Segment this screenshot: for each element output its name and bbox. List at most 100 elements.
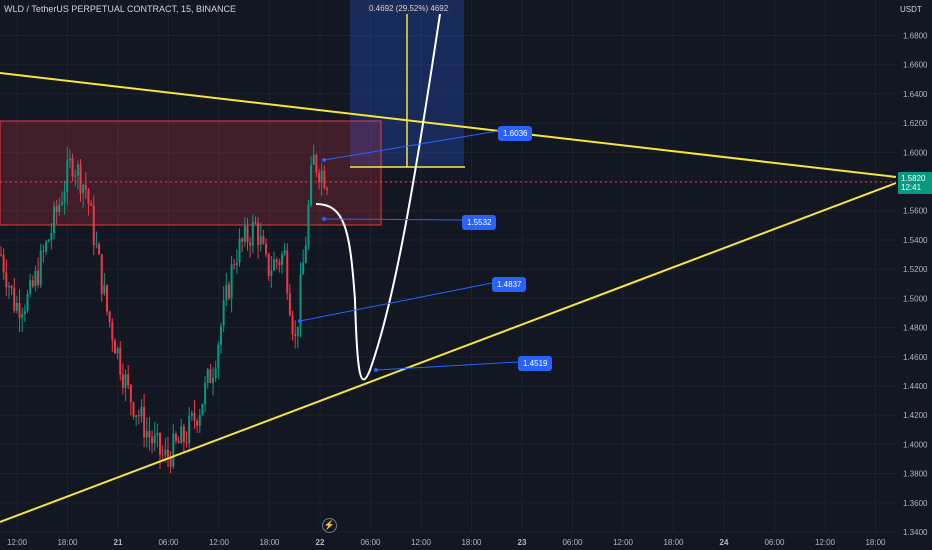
y-tick-label: 1.6400 [903, 90, 928, 99]
y-tick-label: 1.3800 [903, 470, 928, 479]
candle-body [299, 274, 302, 327]
candle-body [127, 374, 130, 385]
candle-body [111, 322, 114, 341]
y-tick-label: 1.3400 [903, 528, 928, 537]
candle-body [259, 236, 262, 245]
x-tick-label: 06:00 [562, 538, 583, 547]
candle-body [227, 284, 230, 299]
y-tick-label: 1.5400 [903, 236, 928, 245]
candle-body [302, 262, 305, 275]
y-tick-label: 1.3600 [903, 499, 928, 508]
candle-body [5, 272, 8, 288]
y-tick-label: 1.6800 [903, 32, 928, 41]
candle-body [74, 175, 77, 177]
y-tick-label: 1.5000 [903, 294, 928, 303]
supply-zone [0, 120, 382, 226]
x-tick-label: 18:00 [663, 538, 684, 547]
candle-body [172, 433, 175, 467]
candle-body [95, 244, 98, 246]
candle-body [278, 262, 281, 265]
x-tick-label: 18:00 [865, 538, 886, 547]
x-tick-label: 22 [316, 538, 325, 547]
upper-trendline[interactable] [0, 72, 897, 178]
candle-body [323, 170, 326, 189]
candle-body [82, 184, 85, 194]
candle-body [243, 226, 246, 242]
candle-body [291, 315, 294, 335]
candle-body [106, 285, 109, 312]
callout-1[interactable]: 1.6036 [498, 126, 533, 141]
candle-body [238, 238, 241, 263]
candle-body [249, 242, 252, 246]
candle-body [39, 250, 42, 285]
x-tick-label: 06:00 [158, 538, 179, 547]
candle-body [296, 326, 299, 336]
candle-body [50, 232, 53, 241]
price-axis: 1.68001.66001.64001.62001.60001.58001.56… [896, 0, 932, 550]
x-tick-label: 21 [114, 538, 123, 547]
candle-body [119, 347, 122, 375]
candle-body [137, 415, 140, 417]
candle-body [29, 280, 32, 294]
candle-body [129, 384, 132, 403]
candle-body [182, 426, 185, 443]
candle-body [84, 184, 87, 190]
candle-body [58, 204, 61, 212]
callout-2[interactable]: 1.5532 [462, 215, 497, 230]
last-price-value: 1.5820 [901, 174, 926, 183]
callout-connector [323, 218, 463, 221]
candle-body [18, 302, 21, 318]
candle-body [169, 456, 172, 467]
candle-body [275, 259, 278, 263]
candle-body [280, 254, 283, 265]
callout-anchor-dot [298, 319, 302, 323]
candle-body [148, 430, 151, 438]
candle-body [312, 155, 315, 165]
candle-body [87, 189, 90, 204]
x-tick-label: 12:00 [7, 538, 28, 547]
currency-label[interactable]: USDT [900, 5, 922, 14]
candle-body [53, 206, 56, 233]
lower-trendline[interactable] [0, 182, 897, 523]
grid [0, 0, 896, 533]
callout-3[interactable]: 1.4837 [492, 277, 527, 292]
x-tick-label: 06:00 [764, 538, 785, 547]
x-tick-label: 18:00 [461, 538, 482, 547]
candle-body [283, 250, 286, 255]
candle-body [246, 226, 249, 243]
x-tick-label: 24 [720, 538, 729, 547]
callout-connectors [298, 130, 519, 372]
candle-body [217, 344, 220, 369]
candle-body [92, 205, 95, 246]
candle-body [21, 314, 24, 318]
lightning-icon[interactable]: ⚡ [322, 518, 337, 533]
candle-body [151, 437, 154, 444]
candle-body [79, 164, 82, 194]
candle-body [26, 293, 29, 311]
callout-anchor-dot [322, 217, 326, 221]
candle-body [166, 449, 169, 457]
callout-connector [323, 130, 499, 161]
candle-body [315, 155, 318, 173]
x-tick-label: 12:00 [411, 538, 432, 547]
y-tick-label: 1.5200 [903, 265, 928, 274]
x-tick-label: 06:00 [360, 538, 381, 547]
chart-title: WLD / TetherUS PERPETUAL CONTRACT, 15, B… [4, 4, 237, 14]
candle-body [71, 158, 74, 177]
candle-body [55, 206, 58, 212]
candle-body [201, 404, 204, 415]
y-tick-label: 1.6600 [903, 61, 928, 70]
callout-connector [299, 282, 493, 322]
candle-body [103, 285, 106, 294]
callout-4[interactable]: 1.4519 [518, 356, 553, 371]
candle-body [15, 302, 18, 311]
candle-body [108, 311, 111, 323]
candle-body [66, 160, 69, 192]
candle-body [174, 433, 177, 442]
candle-body [267, 253, 270, 276]
candles [0, 144, 328, 474]
candle-body [116, 347, 119, 354]
candle-body [10, 286, 13, 288]
candle-body [2, 254, 5, 273]
